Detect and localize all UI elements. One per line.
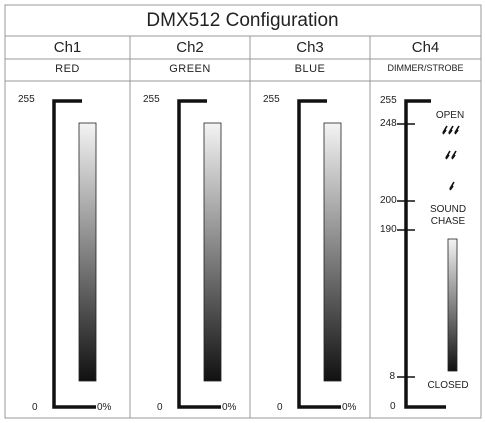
min-percent: 0% bbox=[97, 402, 112, 413]
min-percent: 0% bbox=[342, 402, 357, 413]
channel-name: Ch1 bbox=[53, 39, 82, 56]
max-value: 255 bbox=[143, 94, 160, 105]
scale-label: 255 bbox=[380, 95, 397, 106]
gradient-bar bbox=[323, 122, 342, 382]
strobe-icon bbox=[450, 150, 457, 160]
bracket bbox=[404, 99, 446, 409]
bracket bbox=[52, 99, 96, 409]
channel-function: GREEN bbox=[169, 63, 211, 75]
gradient-bar bbox=[203, 122, 222, 382]
function-note: CLOSED bbox=[427, 380, 469, 391]
bracket bbox=[297, 99, 341, 409]
function-note: OPEN bbox=[435, 110, 465, 121]
function-note: SOUND CHASE bbox=[429, 204, 467, 227]
channel-name: Ch3 bbox=[296, 39, 324, 56]
scale-label: 0 bbox=[390, 401, 396, 412]
channel-function: RED bbox=[55, 63, 80, 75]
max-value: 255 bbox=[18, 94, 35, 105]
strobe-icon bbox=[453, 125, 460, 135]
channel-function: DIMMER/STROBE bbox=[387, 63, 464, 73]
title: DMX512 Configuration bbox=[146, 10, 339, 31]
min-value: 0 bbox=[157, 402, 163, 413]
scale-label: 248 bbox=[380, 118, 397, 129]
gradient-bar bbox=[78, 122, 97, 382]
strobe-icon bbox=[448, 181, 455, 191]
scale-label: 8 bbox=[389, 371, 395, 382]
channel-name: Ch2 bbox=[176, 39, 204, 56]
scale-label: 190 bbox=[380, 224, 397, 235]
max-value: 255 bbox=[263, 94, 280, 105]
strobe-icon bbox=[447, 125, 454, 135]
bracket bbox=[177, 99, 221, 409]
channel-name: Ch4 bbox=[411, 39, 440, 56]
scale-label: 200 bbox=[380, 195, 397, 206]
strobe-icon bbox=[444, 150, 451, 160]
min-value: 0 bbox=[32, 402, 38, 413]
min-value: 0 bbox=[277, 402, 283, 413]
channel-function: BLUE bbox=[294, 63, 326, 75]
gradient-bar bbox=[447, 238, 458, 372]
strobe-icon bbox=[441, 125, 448, 135]
min-percent: 0% bbox=[222, 402, 237, 413]
